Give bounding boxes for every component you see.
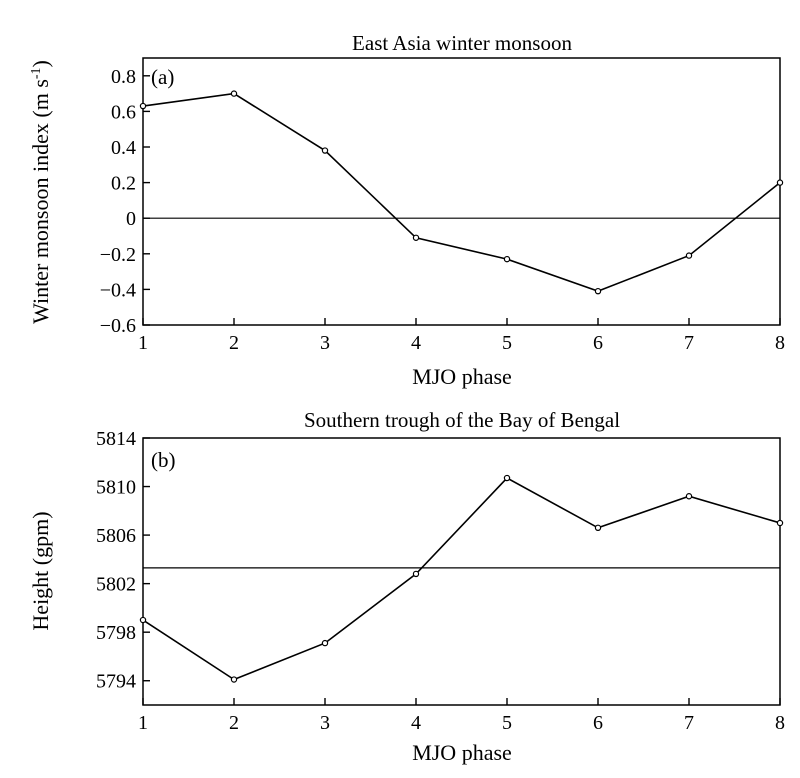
panel-a-point-phase-7 <box>685 252 693 259</box>
panel-a-y-axis-label-main: Winter monsoon index (m s <box>28 79 53 324</box>
panel-a-point-phase-3 <box>321 147 329 154</box>
panel-a-plot-frame <box>142 57 781 326</box>
panel-a-point-phase-2 <box>230 90 238 97</box>
panel-a-data-points <box>139 90 784 295</box>
panel-b-x-axis-label: MJO phase <box>412 740 512 765</box>
panel-a-y-tick-label: 0.4 <box>111 137 136 159</box>
panel-b-plot-frame <box>142 437 781 706</box>
panel-a-x-tick-label: 3 <box>320 332 330 354</box>
panel-a-point-phase-6 <box>594 287 602 295</box>
panel-b-y-tick-label: 5814 <box>96 428 136 450</box>
panel-b-x-tick-label: 1 <box>138 712 148 734</box>
panel-b-y-axis: 5814 5810 5806 5802 5798 5794 <box>96 428 150 693</box>
panel-b-point-phase-6 <box>594 524 602 532</box>
panel-a-y-axis-label-close: ) <box>28 60 53 67</box>
panel-b-y-tick-label: 5798 <box>96 622 136 644</box>
panel-a-y-tick-label: 0 <box>126 208 136 230</box>
panel-a-x-tick-label: 2 <box>229 332 239 354</box>
panel-b-y-tick-label: 5794 <box>96 671 136 693</box>
panel-a-point-phase-8 <box>776 179 784 186</box>
panel-a-y-tick-label: −0.4 <box>100 279 136 301</box>
panel-a-label: (a) <box>151 65 174 89</box>
panel-a-y-tick-label: 0.6 <box>111 101 136 123</box>
panel-b-point-phase-1 <box>139 616 147 624</box>
panel-b-southern-trough: Southern trough of the Bay of Bengal (b)… <box>28 408 785 765</box>
panel-a-point-phase-4 <box>412 234 420 241</box>
panel-a-y-axis-label-superscript: -1 <box>29 67 44 79</box>
panel-a-x-tick-label: 1 <box>138 332 148 354</box>
panel-b-point-phase-5 <box>503 474 511 482</box>
panel-a-x-tick-label: 8 <box>775 332 785 354</box>
panel-a-x-tick-label: 5 <box>502 332 512 354</box>
panel-a-x-axis: 1 2 3 4 5 6 7 8 <box>138 318 785 354</box>
panel-a-y-axis: 0.8 0.6 0.4 0.2 0 −0.2 −0.4 −0.6 <box>100 66 150 337</box>
panel-a-x-tick-label: 4 <box>411 332 421 354</box>
panel-b-x-tick-label: 3 <box>320 712 330 734</box>
panel-b-point-phase-7 <box>685 493 693 500</box>
panel-b-title: Southern trough of the Bay of Bengal <box>304 408 620 432</box>
panel-a-point-phase-5 <box>503 255 511 263</box>
panel-b-y-tick-label: 5806 <box>96 525 136 547</box>
panel-b-y-axis-label: Height (gpm) <box>28 511 53 630</box>
panel-b-data-points <box>139 474 784 683</box>
panel-b-x-tick-label: 7 <box>684 712 694 734</box>
panel-a-y-tick-label: 0.8 <box>111 66 136 88</box>
panel-a-x-axis-label: MJO phase <box>412 364 512 389</box>
panel-b-y-tick-label: 5810 <box>96 477 136 499</box>
panel-a-east-asia-winter-monsoon: East Asia winter monsoon (a) 0.80.60.40.… <box>28 31 785 389</box>
panel-a-point-phase-1 <box>139 102 147 110</box>
panel-b-x-tick-label: 5 <box>502 712 512 734</box>
panel-b-point-phase-3 <box>321 639 329 647</box>
panel-b-point-phase-8 <box>776 519 784 527</box>
panel-b-x-tick-label: 8 <box>775 712 785 734</box>
panel-b-series-line <box>142 477 781 681</box>
panel-b-x-tick-label: 6 <box>593 712 603 734</box>
panel-a-y-axis-label: Winter monsoon index (m s-1) <box>28 60 53 324</box>
panel-b-point-phase-2 <box>230 676 238 683</box>
panel-a-x-tick-label: 6 <box>593 332 603 354</box>
panel-b-x-tick-label: 2 <box>229 712 239 734</box>
panel-a-y-tick-label: −0.6 <box>100 315 136 337</box>
panel-a-series-line <box>142 92 781 293</box>
panel-b-x-axis: 1 2 3 4 5 6 7 8 <box>138 698 785 734</box>
panel-b-x-tick-label: 4 <box>411 712 421 734</box>
panel-b-point-phase-4 <box>412 570 420 578</box>
panel-a-y-tick-label: 0.2 <box>111 173 136 195</box>
panel-b-label: (b) <box>151 448 176 472</box>
panel-a-x-tick-label: 7 <box>684 332 694 354</box>
panel-a-y-tick-label: −0.2 <box>100 244 136 266</box>
panel-a-title: East Asia winter monsoon <box>352 31 572 55</box>
panel-b-y-tick-label: 5802 <box>96 574 136 596</box>
